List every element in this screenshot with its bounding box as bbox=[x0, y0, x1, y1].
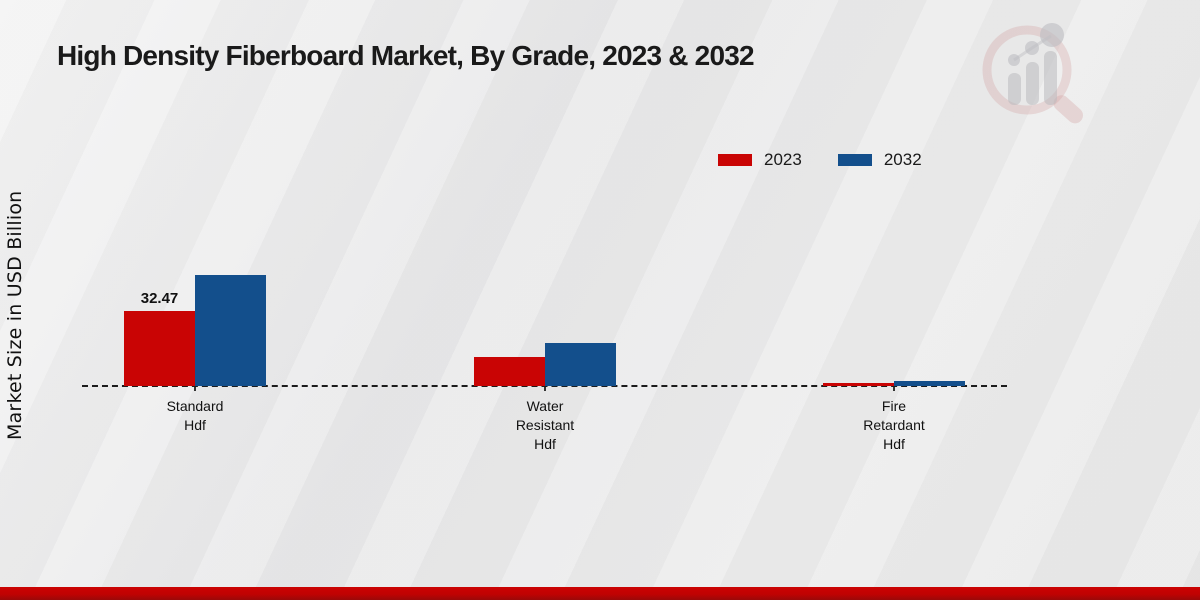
legend: 2023 2032 bbox=[718, 150, 922, 170]
bar-2032-fire-retardant-hdf bbox=[894, 381, 965, 386]
chart-title: High Density Fiberboard Market, By Grade… bbox=[57, 40, 755, 71]
bar-value-label: 32.47 bbox=[140, 290, 179, 307]
category-label-standard-hdf: Standard Hdf bbox=[166, 398, 224, 433]
bar-2032-standard-hdf bbox=[195, 275, 266, 386]
bar-2023-water-resistant-hdf bbox=[474, 357, 545, 386]
legend-label: 2032 bbox=[883, 150, 922, 169]
legend-item-2032: 2032 bbox=[837, 150, 922, 170]
footer-accent-band bbox=[0, 587, 1200, 600]
x-axis-baseline bbox=[82, 385, 1007, 387]
legend-swatch-2032 bbox=[837, 154, 872, 166]
x-axis-tick bbox=[893, 387, 895, 391]
category-label-fire-retardant-hdf: Fire Retardant Hdf bbox=[863, 398, 925, 452]
x-axis-tick bbox=[544, 387, 546, 391]
x-axis-tick bbox=[194, 387, 196, 391]
bar-2032-water-resistant-hdf bbox=[545, 343, 616, 386]
category-label-water-resistant-hdf: Water Resistant Hdf bbox=[515, 398, 575, 452]
bar-2023-standard-hdf bbox=[124, 311, 195, 386]
bar-2023-fire-retardant-hdf bbox=[823, 383, 894, 386]
legend-label: 2023 bbox=[764, 150, 802, 169]
legend-item-2023: 2023 bbox=[718, 150, 802, 170]
legend-swatch-2023 bbox=[718, 154, 752, 166]
